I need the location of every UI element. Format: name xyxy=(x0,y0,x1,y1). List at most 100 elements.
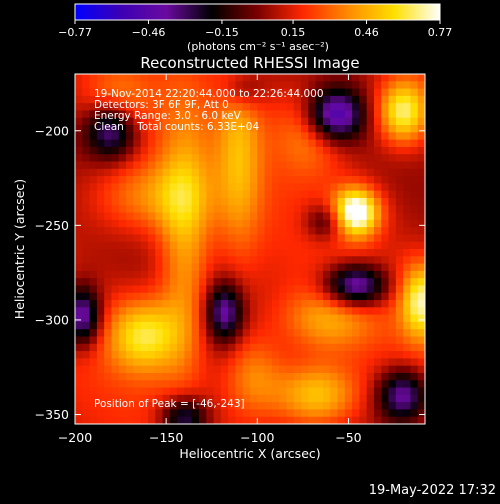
heatmap-cell xyxy=(111,219,120,228)
heatmap-cell xyxy=(352,372,360,381)
heatmap-cell xyxy=(191,197,200,206)
heatmap-cell xyxy=(126,139,134,148)
heatmap-cell xyxy=(177,300,185,308)
heatmap-cell xyxy=(147,285,156,294)
heatmap-cell xyxy=(162,358,171,367)
heatmap-cell xyxy=(140,336,149,345)
heatmap-cell xyxy=(220,365,229,374)
heatmap-cell xyxy=(308,314,317,323)
heatmap-cell xyxy=(403,95,411,104)
heatmap-cell xyxy=(417,336,426,345)
heatmap-cell xyxy=(373,409,382,418)
heatmap-cell xyxy=(352,307,360,316)
heatmap-cell xyxy=(220,278,229,286)
heatmap-cell xyxy=(104,285,112,294)
heatmap-cell xyxy=(82,161,90,170)
heatmap-cell xyxy=(410,321,419,330)
heatmap-cell xyxy=(373,154,382,162)
heatmap-cell xyxy=(417,256,426,264)
heatmap-cell xyxy=(118,343,127,352)
heatmap-cell xyxy=(206,300,214,308)
heatmap-cell xyxy=(96,241,105,250)
heatmap-cell xyxy=(315,74,324,82)
heatmap-cell xyxy=(82,270,90,279)
heatmap-cell xyxy=(279,88,287,97)
heatmap-cell xyxy=(381,292,389,301)
heatmap-cell xyxy=(264,307,273,316)
heatmap-cell xyxy=(147,146,156,155)
heatmap-cell xyxy=(388,132,397,141)
heatmap-cell xyxy=(352,241,360,250)
x-tick-label: −50 xyxy=(335,430,361,445)
heatmap-cell xyxy=(337,409,346,418)
heatmap-cell xyxy=(198,402,207,410)
heatmap-cell xyxy=(286,249,295,257)
heatmap-cell xyxy=(235,132,244,141)
heatmap-cell xyxy=(410,88,419,97)
heatmap-cell xyxy=(359,241,368,250)
heatmap-cell xyxy=(111,292,120,301)
heatmap-cell xyxy=(315,285,324,294)
heatmap-cell xyxy=(242,292,251,301)
heatmap-cell xyxy=(220,387,229,396)
heatmap-cell xyxy=(177,219,185,228)
heatmap-cell xyxy=(279,358,287,367)
heatmap-cell xyxy=(250,263,258,272)
heatmap-cell xyxy=(184,88,193,97)
heatmap-cell xyxy=(82,81,90,89)
heatmap-cell xyxy=(322,81,331,89)
heatmap-cell xyxy=(198,409,207,418)
heatmap-cell xyxy=(191,263,200,272)
heatmap-cell xyxy=(359,190,368,199)
heatmap-cell xyxy=(359,81,368,89)
heatmap-cell xyxy=(330,139,338,148)
heatmap-cell xyxy=(388,270,397,279)
heatmap-cell xyxy=(242,343,251,352)
heatmap-cell xyxy=(286,365,295,374)
heatmap-cell xyxy=(177,183,185,192)
heatmap-cell xyxy=(206,183,214,192)
heatmap-cell xyxy=(111,197,120,206)
heatmap-cell xyxy=(344,154,353,162)
heatmap-cell xyxy=(220,358,229,367)
heatmap-cell xyxy=(133,81,142,89)
heatmap-cell xyxy=(315,409,324,418)
heatmap-cell xyxy=(381,197,389,206)
heatmap-cell xyxy=(162,183,171,192)
heatmap-cell xyxy=(344,249,353,257)
heatmap-cell xyxy=(126,387,134,396)
heatmap-cell xyxy=(373,321,382,330)
heatmap-cell xyxy=(366,74,375,82)
heatmap-cell xyxy=(162,212,171,221)
heatmap-cell xyxy=(75,219,83,228)
heatmap-cell xyxy=(366,307,375,316)
heatmap-cell xyxy=(228,197,236,206)
heatmap-cell xyxy=(264,74,273,82)
heatmap-cell xyxy=(177,88,185,97)
heatmap-cell xyxy=(366,190,375,199)
heatmap-cell xyxy=(162,95,171,104)
heatmap-cell xyxy=(235,372,244,381)
heatmap-cell xyxy=(359,409,368,418)
heatmap-cell xyxy=(169,219,178,228)
heatmap-cell xyxy=(118,314,127,323)
heatmap-cell xyxy=(301,95,309,104)
heatmap-cell xyxy=(330,365,338,374)
heatmap-cell xyxy=(177,168,185,177)
heatmap-cell xyxy=(308,176,317,184)
heatmap-cell xyxy=(162,132,171,141)
heatmap-cell xyxy=(301,358,309,367)
heatmap-cell xyxy=(147,329,156,337)
heatmap-cell xyxy=(337,358,346,367)
heatmap-cell xyxy=(184,103,193,111)
heatmap-cell xyxy=(352,358,360,367)
heatmap-cell xyxy=(133,249,142,257)
heatmap-cell xyxy=(330,103,338,111)
heatmap-cells xyxy=(75,74,426,425)
heatmap-cell xyxy=(373,125,382,133)
heatmap-cell xyxy=(111,74,120,82)
heatmap-cell xyxy=(169,416,178,425)
heatmap-cell xyxy=(133,103,142,111)
x-tick-label: −150 xyxy=(149,430,183,445)
heatmap-cell xyxy=(264,234,273,243)
